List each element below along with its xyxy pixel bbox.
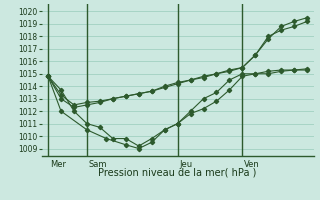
Text: Ven: Ven xyxy=(244,160,260,169)
X-axis label: Pression niveau de la mer( hPa ): Pression niveau de la mer( hPa ) xyxy=(99,167,257,177)
Text: Jeu: Jeu xyxy=(180,160,193,169)
Text: Sam: Sam xyxy=(89,160,108,169)
Text: Mer: Mer xyxy=(50,160,66,169)
